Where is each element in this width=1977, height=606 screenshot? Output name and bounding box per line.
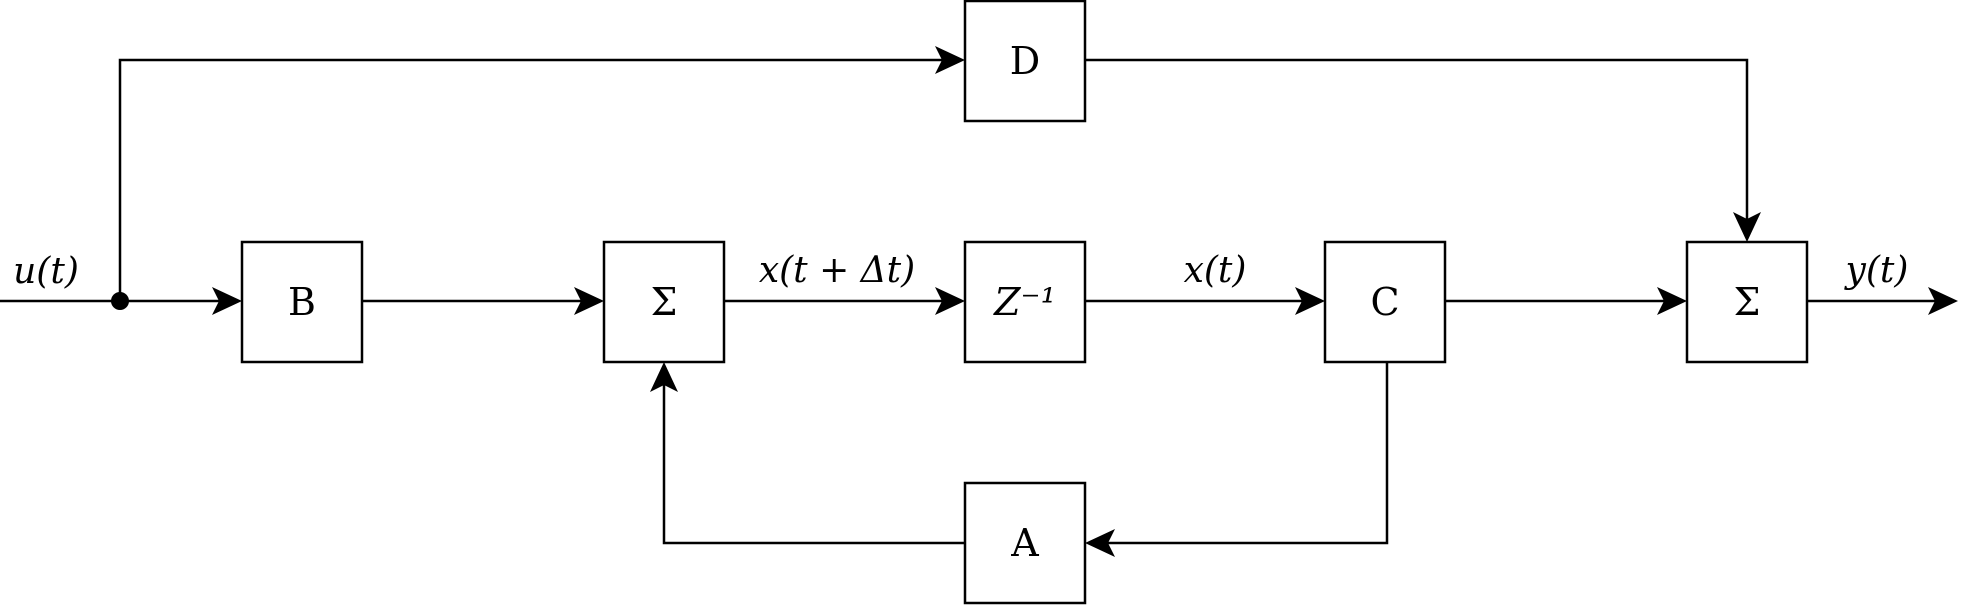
arrow-into-a bbox=[1085, 529, 1115, 557]
arrow-into-output-sum-top bbox=[1733, 212, 1761, 242]
block-b-label: B bbox=[288, 280, 316, 324]
arrow-into-b bbox=[212, 287, 242, 315]
block-sum-output-label: Σ bbox=[1734, 280, 1761, 324]
signal-label-state: x(t) bbox=[1184, 250, 1247, 291]
block-c-label: C bbox=[1370, 280, 1399, 324]
block-c: C bbox=[1323, 240, 1447, 364]
block-d: D bbox=[963, 0, 1087, 123]
arrow-into-output-sum-left bbox=[1657, 287, 1687, 315]
block-d-label: D bbox=[1010, 39, 1040, 83]
arrow-into-c bbox=[1295, 287, 1325, 315]
block-a-label: A bbox=[1010, 521, 1039, 565]
block-delay: Z⁻¹ bbox=[963, 240, 1087, 364]
arrow-output bbox=[1928, 287, 1958, 315]
branch-junction-dot bbox=[111, 292, 129, 310]
arrowheads bbox=[212, 46, 1958, 557]
block-sum-main-label: Σ bbox=[651, 280, 678, 324]
signal-label-output: y(t) bbox=[1844, 250, 1909, 291]
block-sum-output: Σ bbox=[1685, 240, 1809, 364]
wires bbox=[0, 58, 1938, 545]
wire-c-to-a bbox=[1107, 362, 1389, 545]
wire-d-to-output-sum bbox=[1084, 58, 1749, 222]
wire-a-to-sum bbox=[662, 382, 965, 545]
arrow-into-sum-main-bottom bbox=[650, 362, 678, 392]
block-sum-main: Σ bbox=[602, 240, 726, 364]
arrow-into-delay bbox=[935, 287, 965, 315]
block-b: B bbox=[240, 240, 364, 364]
arrow-into-sum-main bbox=[574, 287, 604, 315]
signal-label-next-state: x(t + Δt) bbox=[759, 250, 915, 291]
block-delay-label: Z⁻¹ bbox=[993, 280, 1056, 324]
block-a: A bbox=[963, 481, 1087, 605]
arrow-into-d bbox=[935, 46, 965, 74]
wire-feedthrough-to-d bbox=[118, 58, 947, 301]
signal-label-input: u(t) bbox=[13, 251, 79, 292]
